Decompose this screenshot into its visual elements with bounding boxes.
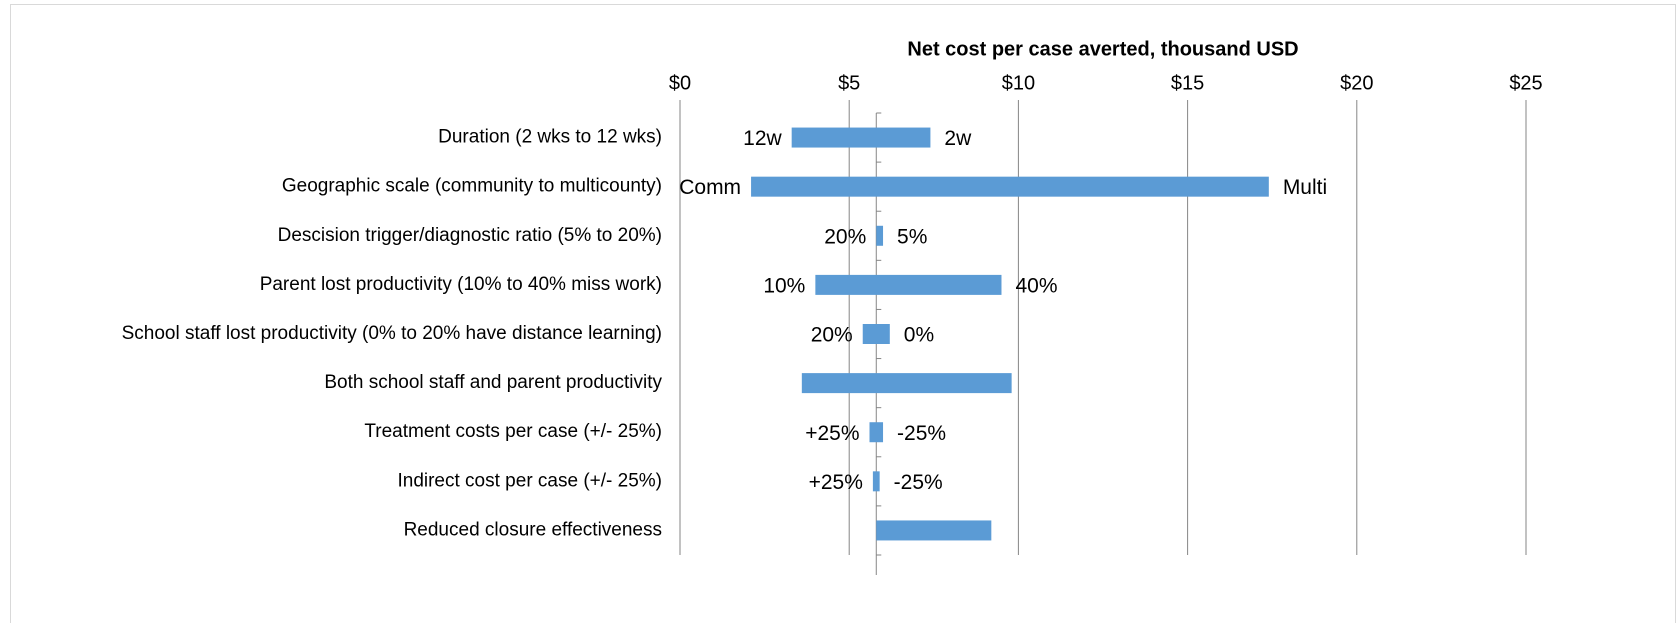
data-label: 20% — [811, 324, 853, 347]
chart-title: Net cost per case averted, thousand USD — [907, 38, 1298, 60]
category-label: Indirect cost per case (+/- 25%) — [397, 470, 662, 491]
category-label: Parent lost productivity (10% to 40% mis… — [260, 274, 662, 295]
data-label: 10% — [763, 274, 805, 297]
category-label: School staff lost productivity (0% to 20… — [122, 323, 662, 344]
chart-frame — [10, 4, 1676, 623]
bar — [876, 520, 992, 541]
bar — [791, 127, 931, 148]
data-label: 5% — [897, 225, 927, 248]
bar — [801, 373, 1012, 394]
data-label: -25% — [897, 422, 946, 445]
x-tick-label: $25 — [1509, 72, 1542, 94]
data-label: 0% — [904, 324, 934, 347]
data-label: +25% — [805, 422, 859, 445]
data-label: 20% — [824, 225, 866, 248]
category-label: Treatment costs per case (+/- 25%) — [364, 421, 662, 442]
bar — [872, 471, 880, 492]
data-label: Multi — [1283, 176, 1327, 199]
data-label: -25% — [894, 471, 943, 494]
category-label: Reduced closure effectiveness — [404, 519, 662, 540]
bar — [869, 422, 884, 443]
category-label: Descision trigger/diagnostic ratio (5% t… — [278, 225, 662, 246]
bar — [862, 324, 890, 344]
x-tick-label: $10 — [1002, 72, 1035, 94]
bar — [876, 225, 884, 246]
category-label: Geographic scale (community to multicoun… — [282, 176, 662, 197]
category-label: Duration (2 wks to 12 wks) — [438, 127, 662, 148]
data-label: 12w — [743, 127, 782, 150]
data-label: +25% — [809, 471, 863, 494]
category-label: Both school staff and parent productivit… — [324, 372, 662, 393]
x-tick-label: $20 — [1340, 72, 1373, 94]
data-label: 2w — [944, 127, 972, 150]
data-label: Comm — [679, 176, 741, 199]
data-label: 40% — [1015, 274, 1057, 297]
bar — [815, 274, 1002, 295]
bar — [751, 176, 1269, 197]
x-tick-label: $5 — [838, 72, 860, 94]
x-tick-label: $15 — [1171, 72, 1204, 94]
x-tick-label: $0 — [669, 72, 691, 94]
